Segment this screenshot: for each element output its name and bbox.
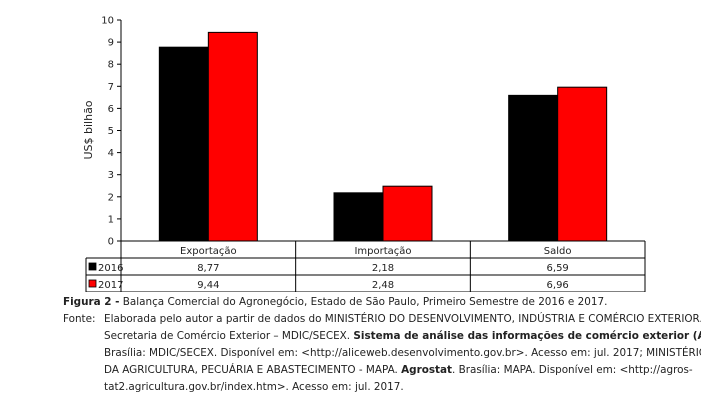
source-text-4a: DA AGRICULTURA, PECUÁRIA E ABASTECIMENTO… [104,364,398,376]
figure-title: Balança Comercial do Agronegócio, Estado… [122,296,608,308]
bar-2017-3 [557,86,608,242]
y-axis-label: US$ bilhão [82,100,95,159]
value-2016-1: 8,77 [197,263,219,274]
source-text-2b: Sistema de análise das informações de co… [353,330,701,342]
y-tick-label: 0 [108,237,114,248]
source-line-5: tat2.agricultura.gov.br/index.htm>. Aces… [63,379,683,396]
data-table: Exportação Importação Saldo 2016 8,77 2,18 6,5… [85,241,646,292]
y-tick-label: 9 [108,38,114,49]
value-2016-3: 6,59 [547,263,569,274]
y-tick-label: 6 [108,104,114,115]
source-label: Fonte: [63,313,96,325]
source-text-2a: Secretaria de Comércio Exterior – MDIC/S… [104,330,351,342]
source-text-1: Elaborada pelo autor a partir de dados d… [104,313,701,325]
bars [158,31,608,242]
bar-2016-3 [508,94,559,242]
bar-chart: 0 1 2 3 4 5 6 7 8 9 10 Exportação Importação Saldo 20… [82,16,646,292]
category-label-2: Importação [354,246,411,257]
source-line-2: Secretaria de Comércio Exterior – MDIC/S… [63,328,701,345]
bar-2016-1 [158,46,209,242]
caption-title-line: Figura 2 - Balança Comercial do Agronegó… [63,294,683,311]
value-2017-2: 2,48 [372,280,394,291]
bar-2016-2 [333,192,384,242]
value-2016-2: 2,18 [372,263,394,274]
y-tick-label: 10 [101,16,114,27]
legend-swatch-2016 [88,262,97,271]
source-text-3: Brasília: MDIC/SECEX. Disponível em: <ht… [104,347,701,359]
source-line-1: Fonte: Elaborada pelo autor a partir de d… [63,311,701,328]
y-tick-label: 5 [108,126,114,137]
value-2017-1: 9,44 [197,280,219,291]
y-tick-label: 4 [108,148,114,159]
source-line-3: Brasília: MDIC/SECEX. Disponível em: <ht… [63,345,701,362]
bar-2017-2 [382,185,433,242]
y-tick-label: 3 [108,170,114,181]
y-tick-label: 1 [108,214,114,225]
source-text-4c: . Brasília: MAPA. Disponível em: <http:/… [451,364,693,376]
source-text-4b: Agrostat [401,364,452,376]
legend-label-2016: 2016 [98,263,123,274]
category-label-1: Exportação [180,246,237,257]
source-text-5: tat2.agricultura.gov.br/index.htm>. Aces… [104,381,404,393]
y-tick-label: 2 [108,192,114,203]
y-tick-label: 7 [108,82,114,93]
source-line-4: DA AGRICULTURA, PECUÁRIA E ABASTECIMENTO… [63,362,693,379]
legend-swatch-2017 [88,279,97,288]
y-tick-label: 8 [108,60,114,71]
legend-label-2017: 2017 [98,280,123,291]
figure-label: Figura 2 - [63,296,120,308]
value-2017-3: 6,96 [547,280,569,291]
category-label-3: Saldo [544,246,572,257]
bar-2017-1 [207,31,258,242]
figure-caption: Figura 2 - Balança Comercial do Agronegó… [63,294,701,396]
